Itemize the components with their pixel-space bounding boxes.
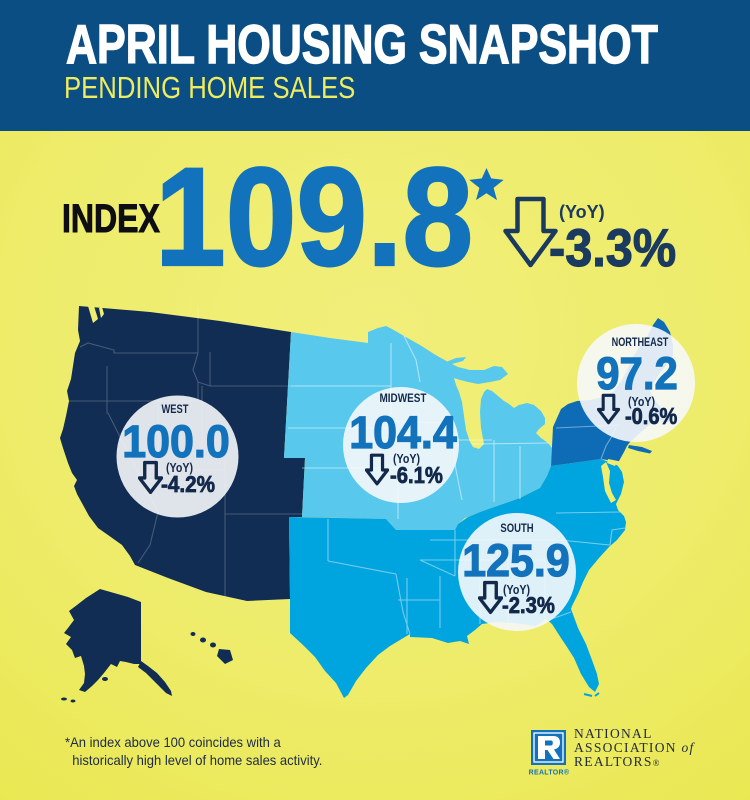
svg-text:REALTOR®: REALTOR®	[529, 769, 570, 777]
